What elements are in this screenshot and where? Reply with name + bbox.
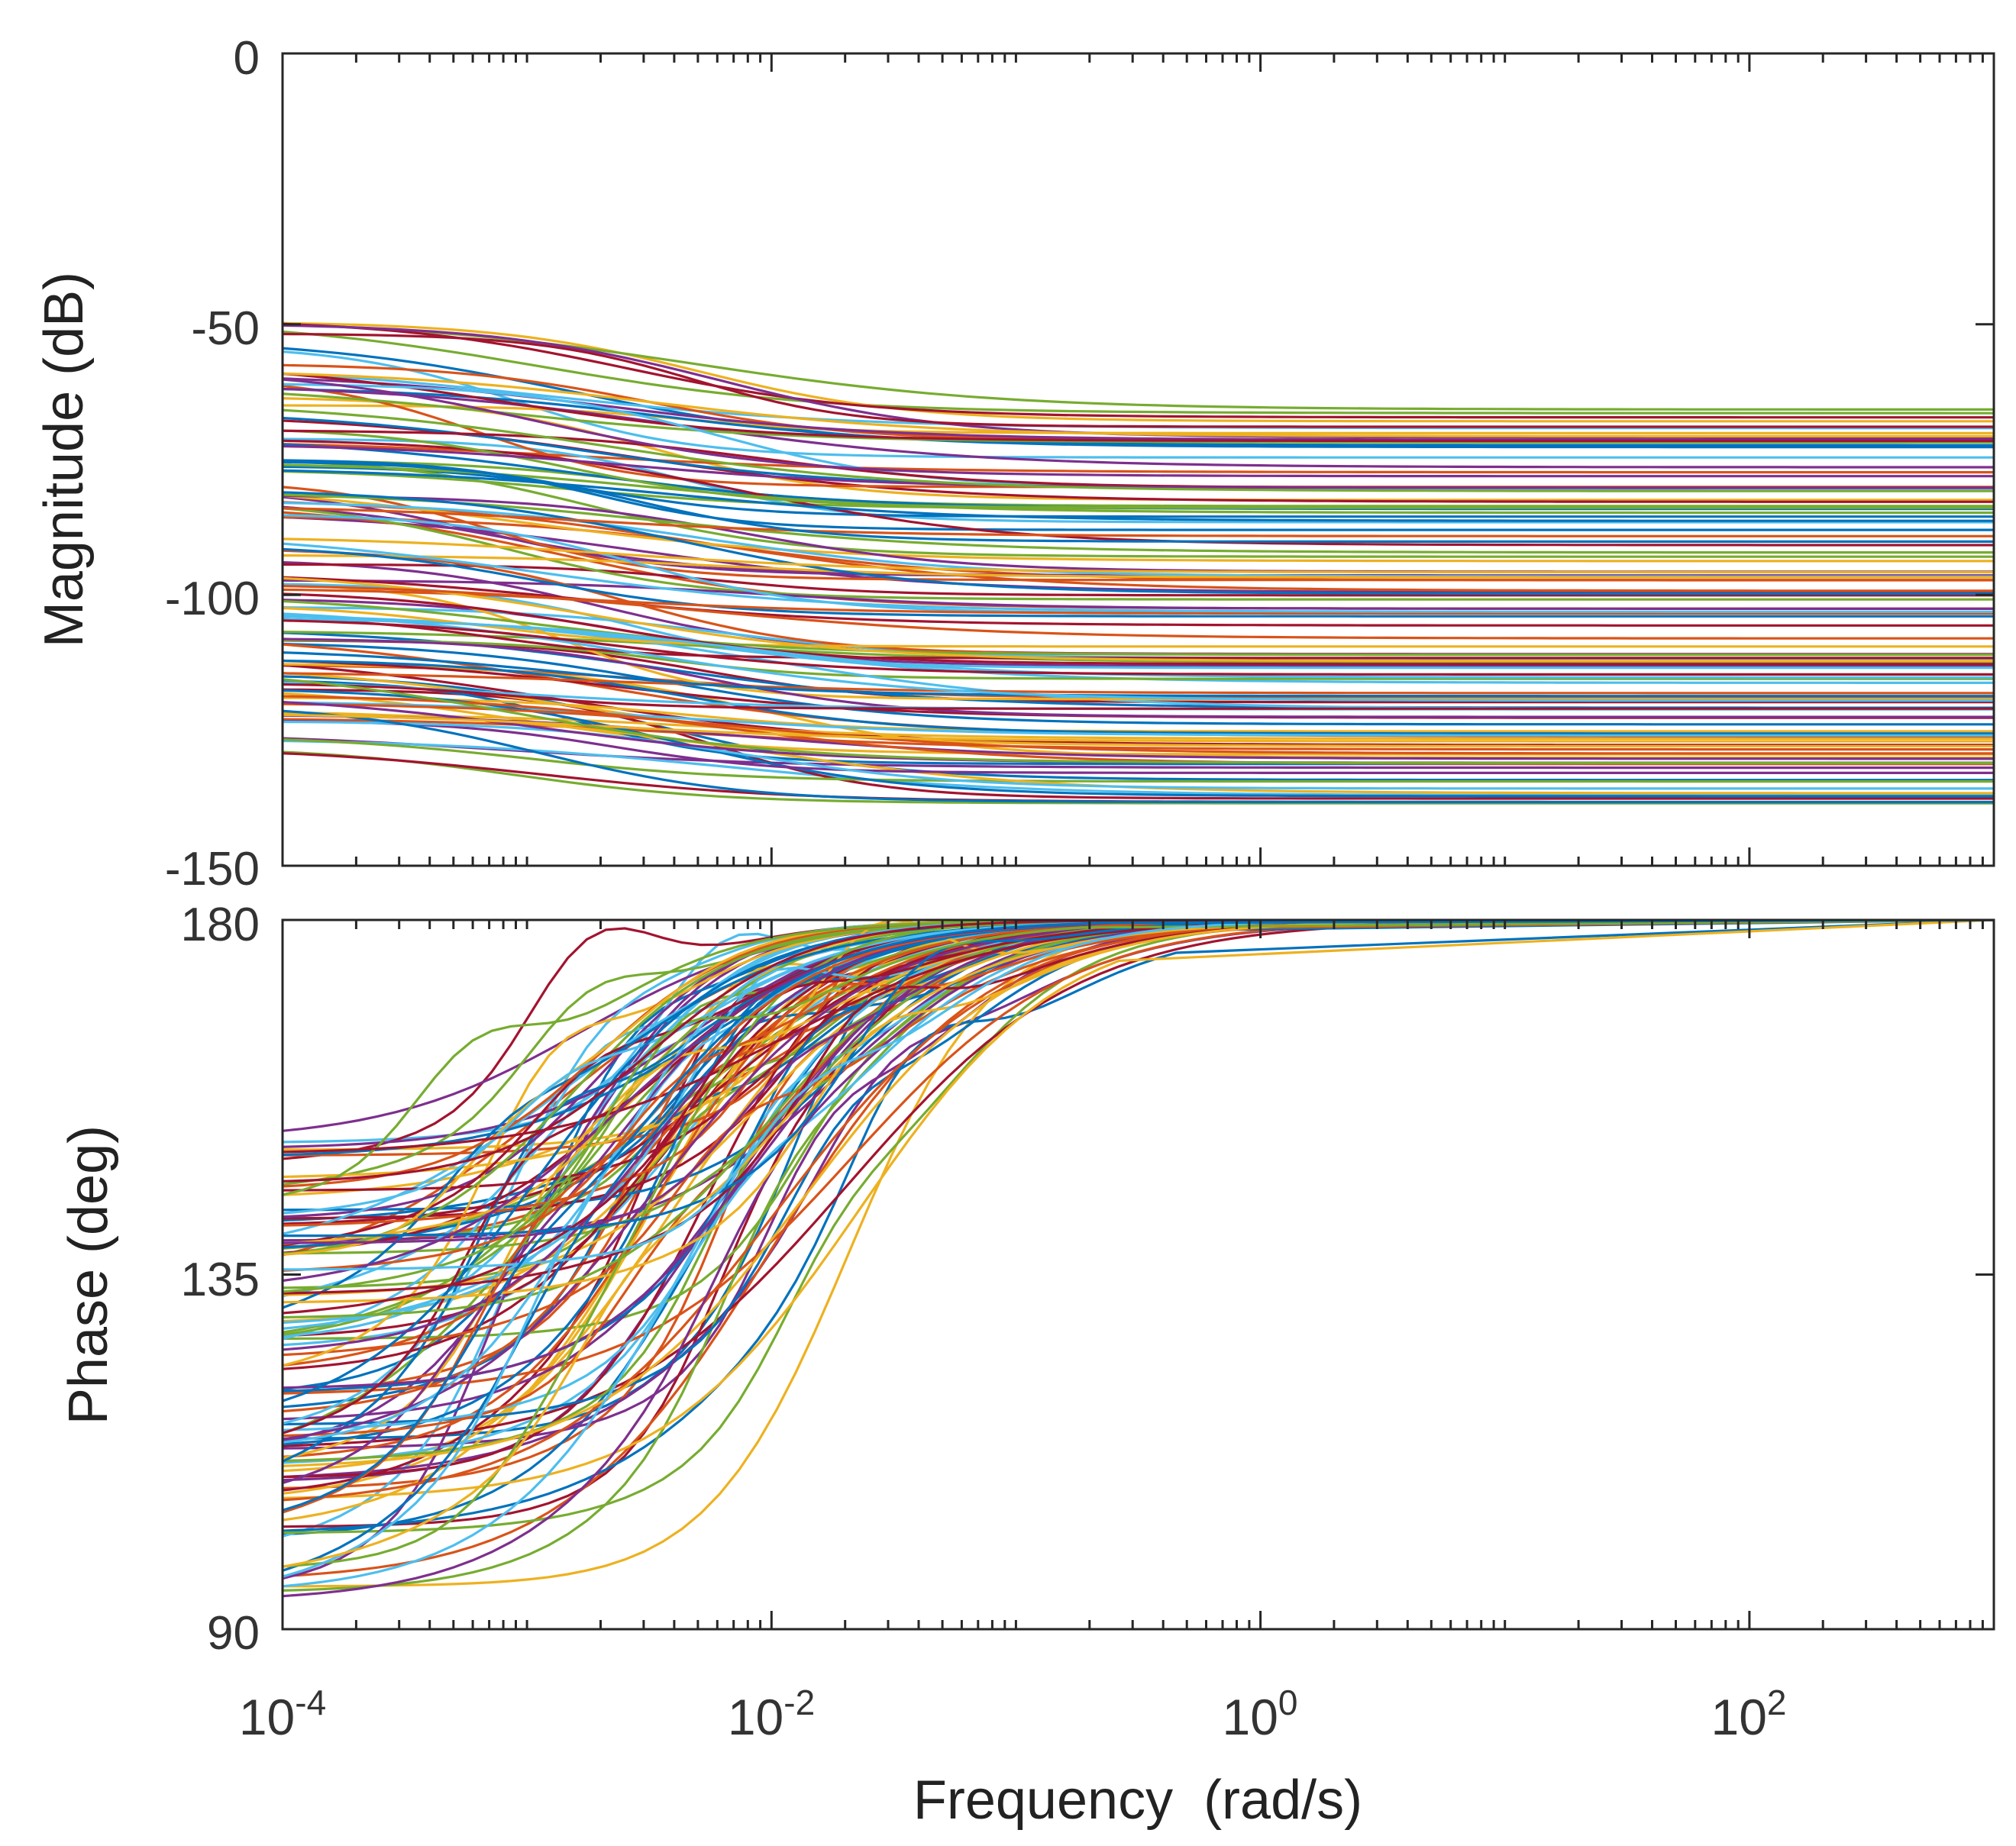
magnitude-series-line <box>283 672 1993 747</box>
magnitude-series-line <box>283 619 1993 676</box>
magnitude-series-line <box>283 378 1993 478</box>
magnitude-series-line <box>283 606 1993 648</box>
magnitude-series-line <box>283 443 1993 474</box>
magnitude-ylabel: Magnitude (dB) <box>34 272 95 647</box>
magnitude-tick-marks <box>281 52 1994 867</box>
magnitude-series-line <box>283 501 1993 592</box>
magnitude-series-line <box>283 494 1993 563</box>
magnitude-series-line <box>283 702 1993 755</box>
magnitude-series-line <box>283 491 1993 595</box>
magnitude-series-line <box>283 515 1993 594</box>
magnitude-ytick-label: -100 <box>165 573 260 625</box>
magnitude-series-line <box>283 388 1993 447</box>
xtick-label: 102 <box>1711 1683 1786 1745</box>
magnitude-axes-box <box>281 52 1995 867</box>
magnitude-series-line <box>283 563 1993 597</box>
magnitude-series-line <box>283 460 1993 558</box>
magnitude-series-line <box>283 612 1993 702</box>
magnitude-series-line <box>283 713 1993 740</box>
magnitude-series-line <box>283 547 1993 618</box>
phase-series-line <box>283 921 1993 1568</box>
magnitude-series-line <box>283 507 1993 537</box>
phase-series-line <box>283 921 1993 1323</box>
magnitude-series-line <box>283 678 1993 764</box>
magnitude-series-line <box>283 459 1993 508</box>
magnitude-series-line <box>283 542 1993 613</box>
magnitude-series-line <box>283 738 1993 783</box>
magnitude-series-line <box>283 372 1993 443</box>
phase-ytick-label: 135 <box>181 1254 260 1306</box>
magnitude-ytick-label: -150 <box>165 843 260 896</box>
phase-series-line <box>283 921 1993 1535</box>
xtick-label: 100 <box>1222 1683 1297 1745</box>
phase-series-line <box>283 921 1993 1568</box>
magnitude-series-line <box>283 651 1993 698</box>
magnitude-series-line <box>283 463 1993 515</box>
phase-series-line <box>283 921 1993 1532</box>
magnitude-series-line <box>283 429 1993 509</box>
phase-series-line <box>283 921 1993 1238</box>
magnitude-series-line <box>283 585 1993 640</box>
magnitude-series-line <box>283 618 1993 660</box>
magnitude-series-line <box>283 347 1993 449</box>
phase-ytick-label: 90 <box>207 1607 260 1660</box>
magnitude-series-line <box>283 437 1993 524</box>
xlabel: Frequency (rad/s) <box>913 1770 1362 1831</box>
phase-series-line <box>283 921 1993 1196</box>
magnitude-series-line <box>283 507 1993 601</box>
phase-ylabel: Phase (deg) <box>58 1125 119 1425</box>
magnitude-series-line <box>283 638 1993 680</box>
magnitude-series-line <box>283 659 1993 735</box>
magnitude-series-line <box>283 599 1993 657</box>
magnitude-series-line <box>283 444 1993 489</box>
magnitude-series-line <box>283 459 1993 531</box>
phase-series-line <box>283 921 1993 1215</box>
phase-series-line <box>283 921 1993 1272</box>
xtick-label: 10-4 <box>239 1683 326 1745</box>
magnitude-series-line <box>283 332 1993 428</box>
phase-ytick-label: 180 <box>181 899 260 951</box>
magnitude-series-line <box>283 713 1993 743</box>
phase-series-line <box>283 921 1993 1293</box>
magnitude-series-line <box>283 683 1993 710</box>
magnitude-series-line <box>283 350 1993 459</box>
magnitude-series-line <box>283 592 1993 666</box>
xtick-label: 10-2 <box>728 1683 815 1745</box>
magnitude-series-group <box>283 321 1993 805</box>
phase-series-line <box>283 921 1993 1183</box>
magnitude-series-line <box>283 493 1993 554</box>
magnitude-series-line <box>283 637 1993 718</box>
magnitude-series-line <box>283 322 1993 419</box>
magnitude-series-line <box>283 672 1993 695</box>
magnitude-series-line <box>283 554 1993 579</box>
magnitude-ytick-label: 0 <box>234 32 260 85</box>
magnitude-ytick-label: -50 <box>191 302 260 355</box>
phase-series-line <box>283 921 1993 1512</box>
magnitude-series-line <box>283 372 1993 437</box>
magnitude-series-line <box>283 321 1993 423</box>
magnitude-axes: 0 -50 -100 -150 Magnitude (dB) <box>34 32 1995 896</box>
phase-axes: 180 135 90 Phase (deg) 10-4 10-2 100 102… <box>58 899 1995 1831</box>
magnitude-series-line <box>283 720 1993 774</box>
magnitude-series-line <box>283 408 1993 492</box>
phase-series-line <box>283 921 1993 1395</box>
magnitude-series-line <box>283 642 1993 726</box>
magnitude-series-line <box>283 537 1993 574</box>
phase-tick-marks <box>281 918 1994 1631</box>
magnitude-series-line <box>283 709 1993 804</box>
phase-series-group <box>283 921 1993 1598</box>
magnitude-series-line <box>283 576 1993 663</box>
magnitude-series-line <box>283 469 1993 522</box>
magnitude-series-line <box>283 689 1993 798</box>
magnitude-series-line <box>283 330 1993 415</box>
